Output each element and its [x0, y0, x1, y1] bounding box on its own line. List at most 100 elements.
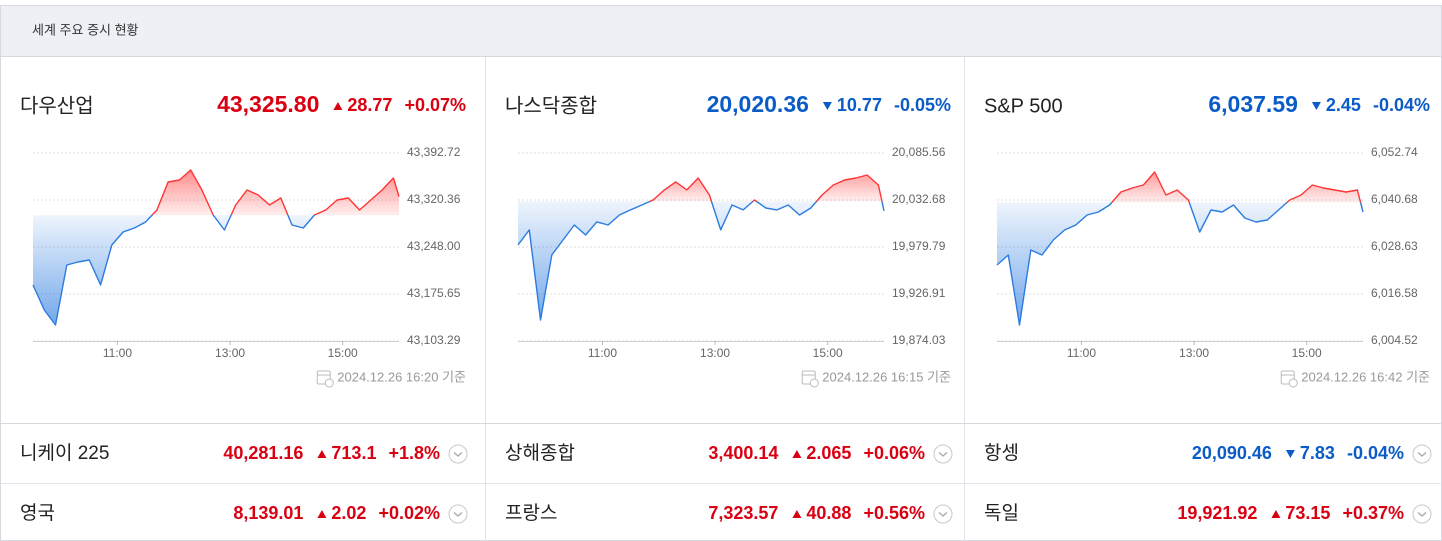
header-title: 세계 주요 증시 현황: [32, 22, 139, 37]
calendar-icon: [324, 378, 334, 388]
calendar-icon: [801, 370, 816, 385]
timestamp: 2024.12.26 16:20 기준: [337, 369, 466, 384]
price-line: [996, 171, 1364, 326]
x-tick-label: 15:00: [813, 346, 843, 360]
expand-button[interactable]: [933, 444, 953, 464]
expand-button-ring: [1412, 444, 1432, 464]
expand-button-ring: [933, 444, 953, 464]
y-tick-label: 19,926.91: [892, 286, 946, 300]
x-tick-label: 15:00: [328, 346, 358, 360]
price: 43,325.80: [217, 91, 319, 117]
y-tick-label: 43,392.72: [407, 145, 461, 159]
x-tick-label: 15:00: [1292, 346, 1322, 360]
index-name: 니케이 225: [20, 442, 109, 464]
change-percent: +0.56%: [863, 503, 925, 523]
y-tick-label: 6,028.63: [1371, 239, 1418, 253]
x-tick-label: 13:00: [700, 346, 730, 360]
up-arrow: [792, 450, 802, 458]
area: [518, 175, 884, 320]
x-tick-label: 13:00: [215, 346, 245, 360]
expand-button-ring: [1412, 504, 1432, 524]
down-arrow: [1285, 450, 1295, 458]
x-tick-label: 11:00: [1067, 346, 1096, 360]
index-name: 나스닥종합: [505, 94, 597, 117]
y-tick-label: 19,979.79: [892, 239, 946, 253]
y-tick-label: 6,052.74: [1371, 145, 1418, 159]
expand-chevron: [1417, 452, 1427, 457]
change-percent: +0.37%: [1342, 503, 1404, 523]
price: 3,400.14: [708, 443, 778, 463]
expand-button-ring: [448, 504, 468, 524]
change-percent: -0.05%: [894, 95, 951, 115]
area: [997, 172, 1363, 325]
expand-chevron: [938, 512, 948, 517]
expand-button[interactable]: [1412, 444, 1432, 464]
index-name: S&P 500: [984, 95, 1063, 117]
change-value: 73.15: [1285, 503, 1330, 523]
y-tick-label: 6,040.68: [1371, 192, 1418, 206]
y-tick-label: 6,016.58: [1371, 286, 1418, 300]
change-percent: +0.02%: [378, 503, 440, 523]
change-percent: +0.06%: [863, 443, 925, 463]
down-arrow: [822, 102, 832, 110]
timestamp: 2024.12.26 16:42 기준: [1301, 369, 1430, 384]
expand-button-ring: [933, 504, 953, 524]
index-name: 독일: [984, 502, 1019, 524]
expand-button[interactable]: [448, 444, 468, 464]
area: [33, 170, 399, 325]
expand-chevron: [453, 512, 463, 517]
index-name: 항셍: [984, 442, 1019, 464]
up-arrow: [317, 450, 327, 458]
change-value: 2.45: [1326, 95, 1361, 115]
change-value: 2.065: [806, 443, 851, 463]
widget-frame: [0, 5, 1442, 541]
index-name: 다우산업: [20, 94, 94, 117]
price-line: [32, 169, 400, 326]
down-arrow: [1311, 102, 1321, 110]
change-percent: +1.8%: [388, 443, 440, 463]
up-arrow: [1271, 510, 1281, 518]
calendar-icon: [1280, 370, 1295, 385]
up-arrow: [317, 510, 327, 518]
expand-button[interactable]: [933, 504, 953, 524]
y-tick-label: 6,004.52: [1371, 333, 1418, 347]
y-tick-label: 20,032.68: [892, 192, 946, 206]
up-arrow: [792, 510, 802, 518]
y-tick-label: 43,103.29: [407, 333, 461, 347]
expand-button[interactable]: [1412, 504, 1432, 524]
change-value: 10.77: [837, 95, 882, 115]
index-name: 영국: [20, 502, 55, 524]
change-value: 28.77: [347, 95, 392, 115]
x-tick-label: 13:00: [1179, 346, 1209, 360]
expand-chevron: [938, 452, 948, 457]
change-value: 713.1: [331, 443, 376, 463]
y-tick-label: 20,085.56: [892, 145, 946, 159]
x-tick-label: 11:00: [588, 346, 617, 360]
y-tick-label: 43,248.00: [407, 239, 461, 253]
price: 20,090.46: [1192, 443, 1272, 463]
price: 7,323.57: [708, 503, 778, 523]
expand-button[interactable]: [448, 504, 468, 524]
price: 40,281.16: [223, 443, 303, 463]
expand-chevron: [1417, 512, 1427, 517]
change-percent: +0.07%: [404, 95, 466, 115]
y-tick-label: 43,175.65: [407, 286, 461, 300]
y-tick-label: 19,874.03: [892, 333, 946, 347]
change-percent: -0.04%: [1373, 95, 1430, 115]
index-name: 상해종합: [505, 442, 575, 464]
timestamp: 2024.12.26 16:15 기준: [822, 369, 951, 384]
index-name: 프랑스: [505, 502, 557, 524]
price: 6,037.59: [1208, 91, 1298, 117]
price: 8,139.01: [233, 503, 303, 523]
y-tick-label: 43,320.36: [407, 192, 461, 206]
price: 20,020.36: [707, 91, 809, 117]
calendar-icon: [809, 378, 819, 388]
change-value: 7.83: [1300, 443, 1335, 463]
x-tick-label: 11:00: [103, 346, 132, 360]
calendar-icon: [316, 370, 331, 385]
change-value: 40.88: [806, 503, 851, 523]
header-bar: [0, 5, 1442, 57]
price: 19,921.92: [1177, 503, 1257, 523]
up-arrow: [333, 102, 343, 110]
